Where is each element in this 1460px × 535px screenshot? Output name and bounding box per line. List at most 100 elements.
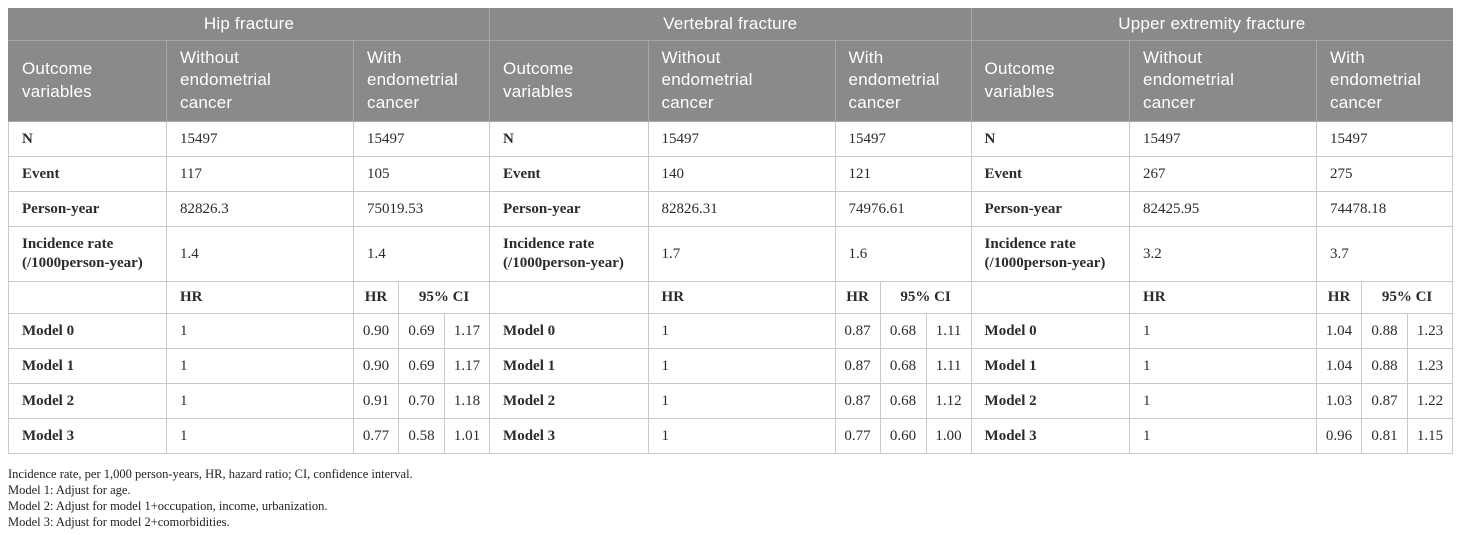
cell-hr: 1.03 xyxy=(1316,383,1363,420)
table-row-n: N 15497 15497 xyxy=(8,121,491,158)
col-header-without-endometrial-cancer: Without endometrial cancer xyxy=(647,39,836,123)
row-label: N xyxy=(8,121,167,158)
footnote-model-1: Model 1: Adjust for age. xyxy=(8,483,131,498)
row-label: Event xyxy=(8,156,167,193)
row-label-empty xyxy=(971,281,1131,315)
section-title: Hip fracture xyxy=(7,8,491,41)
row-label: Model 0 xyxy=(971,313,1131,350)
cell-ci-low: 0.70 xyxy=(398,383,445,420)
cell-without-value: 15497 xyxy=(1129,121,1318,158)
cell-ci-low: 0.68 xyxy=(879,383,927,420)
row-label: Model 2 xyxy=(8,383,167,420)
cell-ci-high: 1.11 xyxy=(925,313,972,350)
col-header-outcome-variables: Outcome variables xyxy=(8,39,167,123)
cell-without-value: 3.2 xyxy=(1129,226,1318,283)
cell-reference-hr: 1 xyxy=(647,383,836,420)
row-label: Model 3 xyxy=(971,418,1131,455)
cell-ci-low: 0.58 xyxy=(398,418,445,455)
cell-ci-high: 1.22 xyxy=(1407,383,1454,420)
table-row-event: Event 117 105 xyxy=(8,156,491,193)
row-label: Model 0 xyxy=(8,313,167,350)
cell-with-value: 74478.18 xyxy=(1316,191,1454,228)
cell-ci-low: 0.69 xyxy=(398,313,445,350)
row-label: N xyxy=(971,121,1131,158)
col-header-with-label: With endometrial cancer xyxy=(848,47,940,113)
cell-with-value: 75019.53 xyxy=(352,191,491,228)
row-label: Incidence rate (/1000person-year) xyxy=(490,226,649,283)
table-row-n: N 15497 15497 xyxy=(971,121,1454,158)
row-label: Model 1 xyxy=(971,348,1131,385)
hr-header-with-hr: HR xyxy=(1316,281,1363,315)
cell-reference-hr: 1 xyxy=(166,348,354,385)
column-header-row: Outcome variables Without endometrial ca… xyxy=(971,39,1454,123)
cell-ci-high: 1.12 xyxy=(925,383,972,420)
cell-without-value: 15497 xyxy=(647,121,836,158)
row-label: Model 2 xyxy=(490,383,649,420)
cell-ci-high: 1.01 xyxy=(443,418,491,455)
hr-header-row: HR HR 95% CI xyxy=(8,281,491,315)
section-title: Upper extremity fracture xyxy=(971,8,1454,41)
row-label: Event xyxy=(971,156,1131,193)
cell-reference-hr: 1 xyxy=(647,313,836,350)
fracture-section-table: Hip fracture Outcome variables Without e… xyxy=(7,8,491,455)
cell-with-value: 275 xyxy=(1316,156,1454,193)
cell-hr: 0.90 xyxy=(353,348,399,385)
cell-ci-high: 1.00 xyxy=(925,418,972,455)
cell-ci-low: 0.81 xyxy=(1361,418,1409,455)
cell-without-value: 82425.95 xyxy=(1129,191,1318,228)
table-row-incidence-rate: Incidence rate (/1000person-year) 1.4 1.… xyxy=(8,226,491,283)
table-row-model-1: Model 1 1 0.90 0.69 1.17 xyxy=(8,348,491,385)
cell-reference-hr: 1 xyxy=(1129,313,1318,350)
table-row-model-0: Model 0 1 1.04 0.88 1.23 xyxy=(971,313,1454,350)
hr-header-without: HR xyxy=(1129,281,1318,315)
cell-ci-low: 0.68 xyxy=(879,313,927,350)
col-header-without-endometrial-cancer: Without endometrial cancer xyxy=(1129,39,1318,123)
cell-ci-low: 0.87 xyxy=(1361,383,1409,420)
cell-ci-high: 1.15 xyxy=(1407,418,1454,455)
hr-header-with-hr: HR xyxy=(353,281,399,315)
row-label: Person-year xyxy=(8,191,167,228)
col-header-outcome-label: Outcome variables xyxy=(503,58,574,101)
cell-reference-hr: 1 xyxy=(1129,348,1318,385)
col-header-without-label: Without endometrial cancer xyxy=(180,47,272,113)
col-header-outcome-label: Outcome variables xyxy=(22,58,93,101)
cell-hr: 0.87 xyxy=(834,313,881,350)
table-row-model-0: Model 0 1 0.87 0.68 1.11 xyxy=(490,313,972,350)
hr-header-with-ci: 95% CI xyxy=(397,281,491,315)
section-title-row: Vertebral fracture xyxy=(490,8,972,41)
row-label: Person-year xyxy=(971,191,1131,228)
table-row-model-1: Model 1 1 0.87 0.68 1.11 xyxy=(490,348,972,385)
row-label: Event xyxy=(490,156,649,193)
cell-hr: 0.87 xyxy=(834,348,881,385)
cell-hr: 0.91 xyxy=(353,383,399,420)
hr-header-with-ci: 95% CI xyxy=(1361,281,1454,315)
col-header-with-label: With endometrial cancer xyxy=(1330,47,1422,113)
fracture-section-table: Upper extremity fracture Outcome variabl… xyxy=(971,8,1454,455)
table-row-model-2: Model 2 1 0.87 0.68 1.12 xyxy=(490,383,972,420)
cell-with-value: 1.6 xyxy=(834,226,972,283)
col-header-without-label: Without endometrial cancer xyxy=(661,47,753,113)
cell-without-value: 1.4 xyxy=(166,226,354,283)
footnote-model-3: Model 3: Adjust for model 2+comorbiditie… xyxy=(8,515,230,530)
cell-with-value: 3.7 xyxy=(1316,226,1454,283)
cell-reference-hr: 1 xyxy=(1129,383,1318,420)
col-header-without-label: Without endometrial cancer xyxy=(1143,47,1235,113)
row-label: Incidence rate (/1000person-year) xyxy=(8,226,167,283)
cell-reference-hr: 1 xyxy=(166,383,354,420)
section-title-row: Hip fracture xyxy=(7,8,491,41)
cell-without-value: 82826.31 xyxy=(647,191,836,228)
table-footnotes: Incidence rate, per 1,000 person-years, … xyxy=(8,466,1452,530)
table-row-n: N 15497 15497 xyxy=(490,121,972,158)
row-label: Model 2 xyxy=(971,383,1131,420)
cell-reference-hr: 1 xyxy=(647,348,836,385)
row-label: Model 3 xyxy=(8,418,167,455)
row-label-empty xyxy=(490,281,649,315)
row-label: Model 0 xyxy=(490,313,649,350)
table-row-event: Event 140 121 xyxy=(490,156,972,193)
col-header-outcome-variables: Outcome variables xyxy=(971,39,1131,123)
cell-hr: 1.04 xyxy=(1316,313,1363,350)
table-row-model-3: Model 3 1 0.77 0.58 1.01 xyxy=(8,418,491,455)
table-row-incidence-rate: Incidence rate (/1000person-year) 3.2 3.… xyxy=(971,226,1454,283)
footnote-abbreviations: Incidence rate, per 1,000 person-years, … xyxy=(8,467,413,482)
